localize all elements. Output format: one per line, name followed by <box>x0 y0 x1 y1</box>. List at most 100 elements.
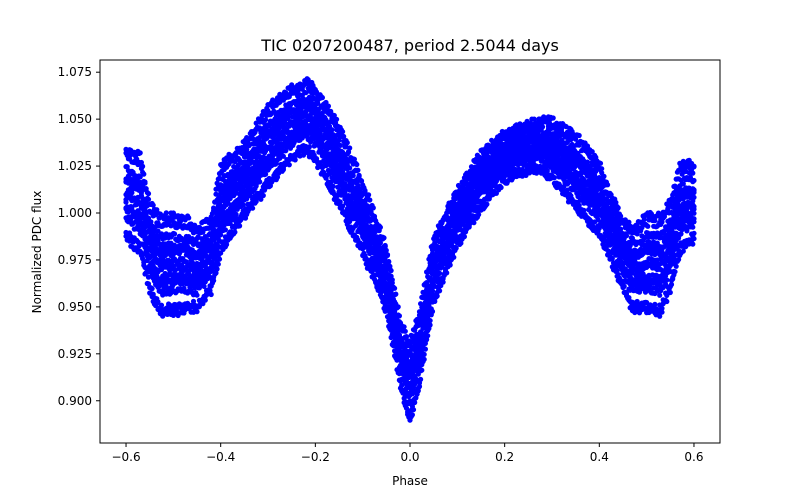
data-point <box>149 294 155 300</box>
data-point <box>313 156 320 162</box>
data-point <box>245 208 251 215</box>
data-point <box>342 212 348 218</box>
data-point <box>659 259 665 265</box>
data-point <box>285 116 291 122</box>
data-point <box>676 256 682 263</box>
chart-title: TIC 0207200487, period 2.5044 days <box>260 36 559 55</box>
data-point <box>271 138 277 144</box>
data-point <box>512 166 518 172</box>
data-point <box>403 405 410 411</box>
data-point <box>409 412 415 418</box>
data-point <box>261 163 268 169</box>
data-point <box>158 302 165 308</box>
data-point <box>550 175 556 181</box>
data-point <box>437 288 443 294</box>
data-point <box>232 179 238 185</box>
data-point <box>252 163 258 170</box>
data-point <box>194 309 200 315</box>
data-point <box>690 241 696 247</box>
data-point <box>208 244 214 250</box>
data-point <box>154 239 160 245</box>
data-point <box>541 166 547 172</box>
data-point <box>451 254 457 260</box>
data-point <box>250 205 256 211</box>
data-point <box>237 223 243 229</box>
data-point <box>670 276 676 282</box>
data-point <box>286 162 292 168</box>
data-point <box>216 256 223 262</box>
data-point <box>681 223 688 229</box>
data-point <box>458 240 464 246</box>
data-point <box>498 184 504 191</box>
data-point <box>222 227 228 233</box>
data-point <box>141 262 147 268</box>
data-point <box>269 131 275 137</box>
data-point <box>444 270 450 276</box>
data-point <box>137 248 143 254</box>
data-point <box>215 261 221 267</box>
data-point <box>209 280 215 286</box>
data-point <box>272 150 278 156</box>
data-point <box>652 301 658 307</box>
data-point <box>213 270 219 276</box>
data-point <box>232 229 238 235</box>
data-point <box>274 174 281 180</box>
data-point <box>471 190 477 196</box>
data-point <box>663 281 669 287</box>
data-point <box>253 198 259 205</box>
data-point <box>672 269 678 275</box>
data-point <box>241 179 247 185</box>
data-point <box>208 291 214 298</box>
data-point <box>235 197 241 203</box>
data-point <box>227 220 233 227</box>
data-point <box>584 218 591 224</box>
data-point <box>620 284 626 291</box>
data-point <box>194 292 200 298</box>
data-point <box>668 281 675 288</box>
data-point <box>415 388 421 394</box>
data-point <box>616 275 623 281</box>
data-point <box>667 289 673 296</box>
data-point <box>659 309 665 315</box>
data-point <box>407 380 413 386</box>
data-point <box>515 158 521 164</box>
data-point <box>125 175 131 181</box>
data-point <box>690 224 696 230</box>
data-point <box>196 254 202 260</box>
data-point <box>208 252 214 258</box>
data-point <box>461 234 467 240</box>
data-point <box>196 304 202 310</box>
data-point <box>330 189 336 195</box>
data-point <box>145 274 152 280</box>
data-point <box>416 383 423 390</box>
data-point <box>261 136 268 142</box>
data-point <box>657 313 663 319</box>
data-point <box>680 248 686 254</box>
data-point <box>266 162 272 168</box>
data-point <box>280 167 286 173</box>
data-point <box>571 199 578 205</box>
data-point <box>291 132 297 138</box>
data-point <box>658 267 664 273</box>
data-point <box>447 262 453 268</box>
data-point <box>613 268 619 274</box>
data-point <box>276 124 282 130</box>
data-point <box>306 144 312 150</box>
data-point <box>277 150 283 156</box>
data-point <box>332 193 339 199</box>
data-point <box>323 175 329 181</box>
data-point <box>208 275 214 281</box>
data-point <box>664 298 670 305</box>
data-point <box>664 265 670 271</box>
data-point <box>657 292 663 298</box>
data-point <box>241 189 247 196</box>
data-point <box>361 252 367 258</box>
data-point <box>658 283 664 289</box>
data-point <box>354 237 360 243</box>
data-point <box>434 293 440 299</box>
data-point <box>271 157 277 163</box>
data-point <box>408 399 414 405</box>
data-point <box>612 263 618 270</box>
data-point <box>440 279 446 285</box>
data-point <box>240 202 246 208</box>
